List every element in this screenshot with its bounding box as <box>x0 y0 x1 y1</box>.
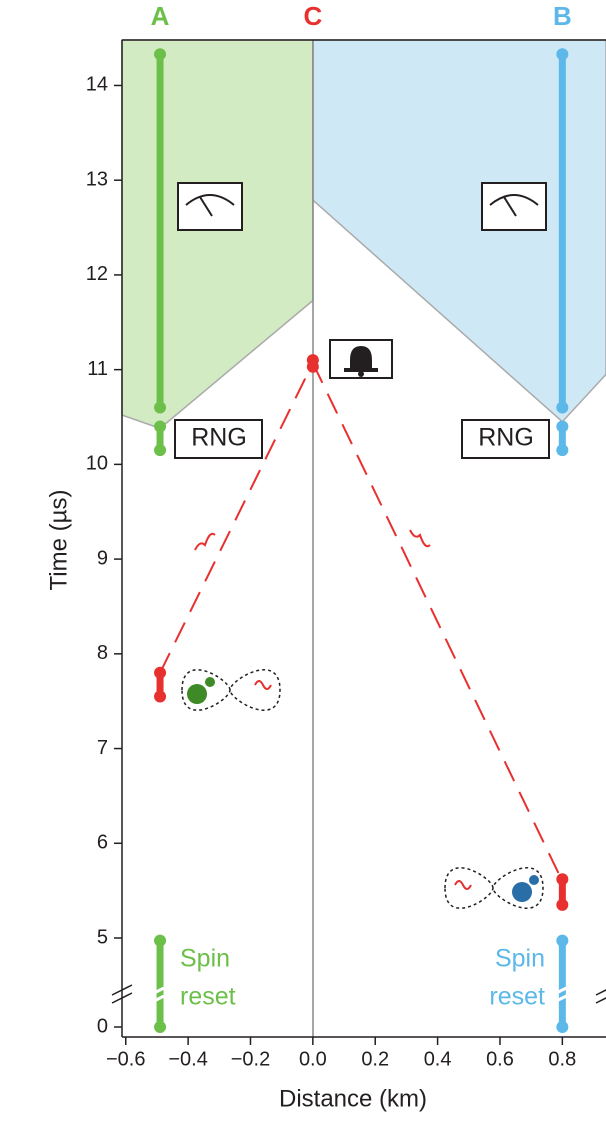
x-tick-label: 0.8 <box>548 1048 576 1070</box>
event-dot <box>556 1021 568 1033</box>
y-tick-label: 5 <box>97 926 108 948</box>
x-tick-label: 0.0 <box>299 1048 327 1070</box>
annotation: reset <box>180 983 236 1011</box>
event-dot <box>154 935 166 947</box>
event-dot <box>556 402 568 414</box>
y-tick-label: 0 <box>97 1015 108 1037</box>
event-dot <box>154 402 166 414</box>
event-dot <box>154 444 166 456</box>
station-label: B <box>553 1 572 31</box>
annotation: Spin <box>495 945 545 973</box>
y-axis-title: Time (µs) <box>45 490 72 591</box>
x-tick-label: 0.4 <box>424 1048 452 1070</box>
annotation: Spin <box>180 945 230 973</box>
event-dot <box>154 48 166 60</box>
x-tick-label: 0.6 <box>486 1048 514 1070</box>
event-dot <box>556 873 568 885</box>
event-dot <box>154 667 166 679</box>
event-dot <box>556 444 568 456</box>
y-tick-label: 13 <box>86 168 108 190</box>
x-tick-label: −0.2 <box>231 1048 270 1070</box>
event-dot <box>154 1021 166 1033</box>
y-tick-label: 11 <box>87 358 108 380</box>
y-tick-label: 9 <box>97 547 108 569</box>
y-tick-label: 7 <box>97 737 108 759</box>
y-tick-label: 10 <box>86 453 108 475</box>
event-dot <box>556 935 568 947</box>
annotation: reset <box>489 983 545 1011</box>
event-dot <box>307 354 319 366</box>
event-dot <box>154 690 166 702</box>
event-dot <box>556 420 568 432</box>
station-label: A <box>151 1 170 31</box>
event-dot <box>154 420 166 432</box>
bell-icon <box>330 340 392 378</box>
annotation: RNG <box>478 424 534 452</box>
y-tick-label: 8 <box>97 642 108 664</box>
y-tick-label: 6 <box>97 832 108 854</box>
event-dot <box>556 899 568 911</box>
entangled-particle-icon <box>182 670 543 908</box>
x-tick-label: −0.6 <box>106 1048 145 1070</box>
y-tick-label: 14 <box>86 74 108 96</box>
event-dot <box>556 48 568 60</box>
annotation: RNG <box>191 424 247 452</box>
y-tick-label: 12 <box>86 263 108 285</box>
light-cone <box>122 40 313 428</box>
x-tick-label: −0.4 <box>168 1048 207 1070</box>
x-tick-label: 0.2 <box>361 1048 389 1070</box>
chart: Time (µs) Distance (km) RNG RNG Spin res… <box>0 0 606 1121</box>
x-axis-title: Distance (km) <box>279 1085 427 1112</box>
station-label: C <box>303 1 322 31</box>
